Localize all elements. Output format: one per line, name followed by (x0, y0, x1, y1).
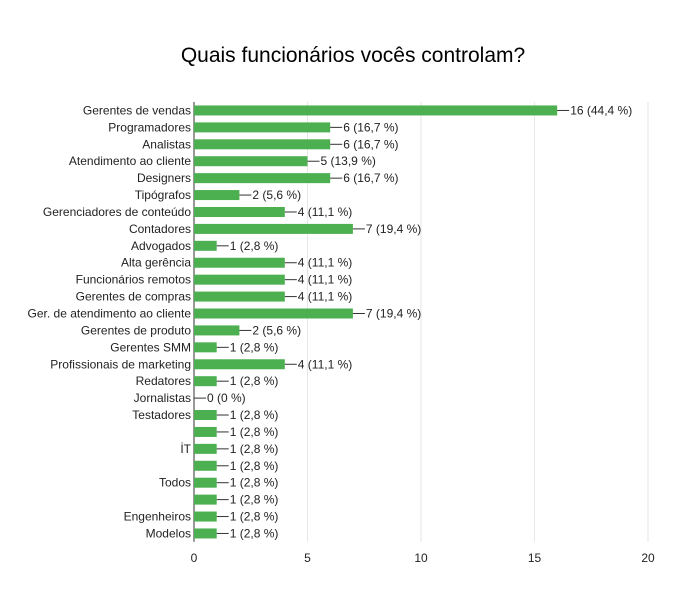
value-label: 1 (2,8 %) (230, 425, 279, 439)
category-label: Contadores (129, 222, 191, 236)
bar (194, 460, 217, 471)
value-label: 6 (16,7 %) (343, 120, 398, 134)
category-label: Gerentes de compras (76, 290, 191, 304)
bar (194, 342, 217, 353)
category-label: Analistas (142, 137, 191, 151)
value-label: 1 (2,8 %) (230, 493, 279, 507)
value-label: 1 (2,8 %) (230, 374, 279, 388)
category-label: Profissionais de marketing (50, 357, 191, 371)
value-label: 7 (19,4 %) (366, 222, 421, 236)
value-label: 2 (5,6 %) (252, 323, 301, 337)
value-labels: 16 (44,4 %) 6 (16,7 %) 6 (16,7 %) 5 (13,9 %… (194, 103, 632, 540)
category-label: Tipógrafos (135, 188, 191, 202)
value-label: 6 (16,7 %) (343, 137, 398, 151)
x-axis-ticks: 0 5 10 15 20 (191, 551, 655, 565)
bar (194, 257, 285, 268)
x-tick-label: 5 (304, 551, 311, 565)
bar (194, 223, 353, 234)
value-label: 1 (2,8 %) (230, 459, 279, 473)
x-tick-label: 0 (191, 551, 198, 565)
value-label: 5 (13,9 %) (321, 154, 376, 168)
bar (194, 274, 285, 285)
value-label: 0 (0 %) (207, 391, 246, 405)
bar (194, 511, 217, 522)
value-label: 1 (2,8 %) (230, 526, 279, 540)
category-label: Gerentes de produto (81, 323, 191, 337)
bar (194, 122, 331, 133)
category-label: Todos (159, 476, 191, 490)
category-label: Modelos (146, 526, 191, 540)
bar (194, 494, 217, 505)
bar (194, 105, 558, 116)
category-label: Gerenciadores de conteúdo (43, 205, 191, 219)
category-labels: Gerentes de vendas Programadores Analistas… (28, 103, 192, 540)
value-label: 1 (2,8 %) (230, 510, 279, 524)
value-label: 4 (11,1 %) (298, 205, 352, 219)
value-label: 4 (11,1 %) (298, 290, 352, 304)
value-label: 2 (5,6 %) (252, 188, 301, 202)
chart-title: Quais funcionários vocês controlam? (181, 44, 525, 67)
bar (194, 443, 217, 454)
value-label: 1 (2,8 %) (230, 442, 279, 456)
category-label: Gerentes de vendas (83, 103, 191, 117)
bar (194, 477, 217, 488)
bar (194, 139, 331, 150)
bar (194, 359, 285, 370)
value-label: 1 (2,8 %) (230, 239, 279, 253)
bar (194, 173, 331, 184)
bar (194, 528, 217, 539)
category-label: Ger. de atendimento ao cliente (28, 307, 192, 321)
bar (194, 376, 217, 387)
category-label: Alta gerência (121, 256, 191, 270)
bar (194, 240, 217, 251)
value-label: 1 (2,8 %) (230, 408, 279, 422)
category-label: Engenheiros (124, 510, 191, 524)
x-tick-label: 15 (528, 551, 542, 565)
bar (194, 325, 240, 336)
category-label: Testadores (132, 408, 191, 422)
bar (194, 206, 285, 217)
category-label: Programadores (108, 120, 191, 134)
value-label: 4 (11,1 %) (298, 357, 352, 371)
bar (194, 190, 240, 201)
bar (194, 426, 217, 437)
category-label: Atendimento ao cliente (69, 154, 191, 168)
bar (194, 410, 217, 421)
category-label: Funcionários remotos (76, 273, 191, 287)
category-label: Designers (137, 171, 191, 185)
value-label: 16 (44,4 %) (570, 103, 632, 117)
value-label: 4 (11,1 %) (298, 256, 352, 270)
category-label: Gerentes SMM (110, 340, 191, 354)
bar (194, 156, 308, 167)
x-tick-label: 20 (641, 551, 655, 565)
value-label: 4 (11,1 %) (298, 273, 352, 287)
category-label: Redatores (136, 374, 191, 388)
bar (194, 308, 353, 319)
category-label: Jornalistas (134, 391, 191, 405)
category-label: Advogados (131, 239, 191, 253)
bar (194, 291, 285, 302)
value-label: 6 (16,7 %) (343, 171, 398, 185)
value-label: 7 (19,4 %) (366, 307, 421, 321)
category-label: İT (180, 442, 191, 456)
x-tick-label: 10 (414, 551, 428, 565)
value-label: 1 (2,8 %) (230, 340, 279, 354)
value-label: 1 (2,8 %) (230, 476, 279, 490)
bars (194, 105, 558, 539)
